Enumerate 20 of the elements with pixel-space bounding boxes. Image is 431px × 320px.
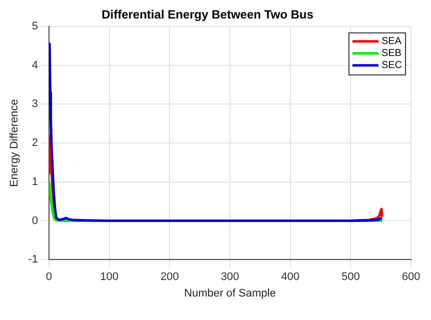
x-tick-label: 100 xyxy=(100,271,118,284)
x-tick-label: 400 xyxy=(281,271,300,284)
y-tick-label: 4 xyxy=(32,59,38,72)
x-tick-label: 0 xyxy=(46,271,52,284)
y-tick-label: -1 xyxy=(28,254,38,266)
legend-label: SEC xyxy=(381,60,402,72)
x-tick-label: 200 xyxy=(160,271,179,284)
y-tick-label: 3 xyxy=(32,98,38,110)
legend-label: SEB xyxy=(381,48,402,60)
x-tick-label: 300 xyxy=(220,271,240,284)
y-tick-label: 5 xyxy=(32,20,38,32)
y-tick-label: 2 xyxy=(32,137,38,150)
y-tick-label: 0 xyxy=(32,214,38,227)
x-axis-title: Number of Sample xyxy=(184,287,276,300)
x-tick-label: 500 xyxy=(341,271,360,284)
legend-label: SEA xyxy=(381,36,402,48)
x-tick-label: 600 xyxy=(402,271,420,284)
y-axis-title: Energy Difference xyxy=(8,99,21,187)
y-tick-label: 1 xyxy=(32,176,38,188)
chart-title: Differential Energy Between Two Bus xyxy=(102,8,314,22)
